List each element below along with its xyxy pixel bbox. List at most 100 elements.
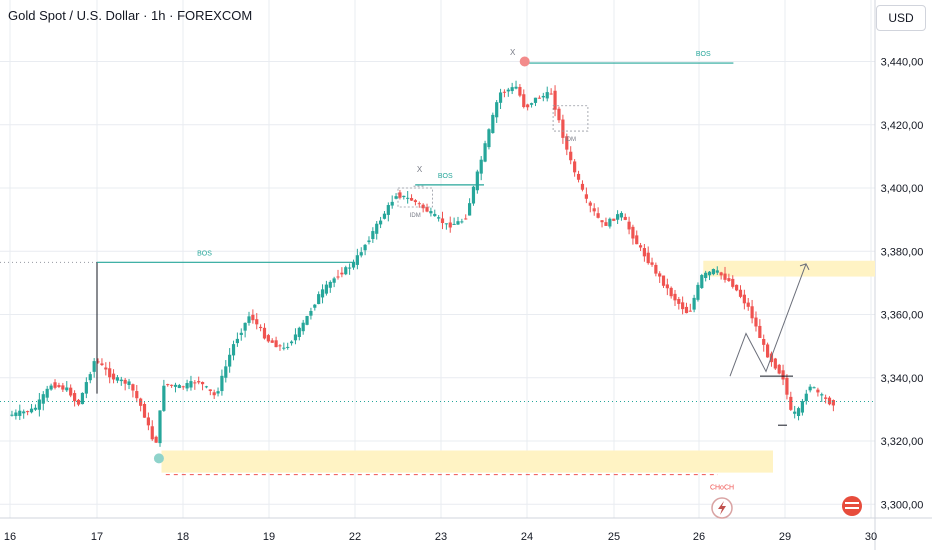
candle-body <box>239 332 243 335</box>
candle-body <box>612 218 616 221</box>
candle-body <box>220 375 224 392</box>
candle-body <box>297 327 301 337</box>
candle-body <box>723 273 727 280</box>
candle-body <box>72 393 77 402</box>
candle-body <box>61 385 65 390</box>
candle-body <box>317 294 321 305</box>
demand-zone <box>161 450 773 473</box>
candle-body <box>274 340 278 348</box>
x-tick-label: 22 <box>349 531 361 543</box>
candle-body <box>57 385 61 388</box>
candle-body <box>177 385 181 389</box>
candle-body <box>584 194 588 199</box>
candle-body <box>409 198 414 201</box>
candle-body <box>22 411 26 414</box>
candle-body <box>313 304 317 308</box>
candle-body <box>510 87 514 92</box>
candle-body <box>700 275 704 288</box>
candle-body <box>96 361 100 363</box>
candle-body <box>654 264 658 274</box>
candle-body <box>173 384 178 387</box>
candle-body <box>820 394 824 396</box>
candle-body <box>320 289 325 298</box>
candle-body <box>471 186 476 204</box>
candle-body <box>336 276 340 278</box>
candle-body <box>804 393 808 402</box>
candle-body <box>398 192 402 198</box>
candle-body <box>115 377 120 381</box>
candle-body <box>26 411 30 413</box>
candle-body <box>452 223 456 225</box>
candle-body <box>65 387 69 391</box>
candle-body <box>758 325 762 338</box>
x-tick-label: 30 <box>865 531 877 543</box>
candle-body <box>677 299 681 304</box>
candle-body <box>727 278 731 281</box>
idm-2-box <box>552 105 589 132</box>
candle-body <box>514 86 518 89</box>
candle-body <box>402 195 406 198</box>
x-tick-label: 18 <box>177 531 189 543</box>
candle-body <box>278 345 282 347</box>
candle-body <box>367 240 371 243</box>
candle-body <box>812 387 816 389</box>
candle-body <box>293 334 298 341</box>
candle-body <box>557 108 561 121</box>
bos-1-label: BOS <box>197 250 212 257</box>
candle-body <box>789 396 793 410</box>
y-tick-label: 3,440,00 <box>881 57 924 69</box>
candle-body <box>348 267 352 269</box>
candle-body <box>328 281 332 288</box>
candle-body <box>464 218 468 220</box>
candle-body <box>119 379 123 382</box>
candle-body <box>127 381 131 385</box>
candle-body <box>650 262 654 265</box>
candle-body <box>123 379 127 384</box>
candle-body <box>14 412 18 417</box>
candle-body <box>10 414 14 416</box>
candle-body <box>270 340 274 343</box>
candle-body <box>228 354 232 367</box>
candle-body <box>658 273 662 277</box>
candle-body <box>142 403 147 418</box>
x-tick-label: 19 <box>263 531 275 543</box>
candle-body <box>332 278 336 283</box>
candles-group <box>10 80 835 447</box>
candle-body <box>390 201 394 206</box>
projection-arrowhead <box>799 263 810 271</box>
candle-body <box>796 408 801 417</box>
candle-body <box>738 289 743 297</box>
candle-body <box>88 374 92 381</box>
candle-body <box>596 213 600 218</box>
candle-body <box>638 245 643 248</box>
y-tick-label: 3,400,00 <box>881 183 924 195</box>
candle-body <box>498 92 503 103</box>
y-tick-label: 3,300,00 <box>881 499 924 511</box>
candle-body <box>635 235 639 245</box>
candle-body <box>351 262 356 268</box>
candle-body <box>491 114 495 134</box>
candle-body <box>204 386 209 388</box>
candle-body <box>437 217 441 219</box>
candle-body <box>646 252 650 264</box>
candle-body <box>529 103 534 105</box>
candle-body <box>154 436 158 443</box>
candle-body <box>224 366 228 378</box>
candle-body <box>750 306 754 319</box>
candle-body <box>259 326 263 329</box>
y-tick-label: 3,380,00 <box>881 246 924 258</box>
candle-body <box>382 213 387 219</box>
candle-body <box>33 407 38 410</box>
candle-body <box>824 397 828 399</box>
x-tick-label: 29 <box>779 531 791 543</box>
candle-body <box>600 220 604 223</box>
candle-body <box>781 370 785 380</box>
candle-body <box>417 203 421 205</box>
candle-body <box>735 284 739 291</box>
candle-body <box>831 400 835 406</box>
candle-body <box>266 335 270 342</box>
currency-button[interactable]: USD <box>876 5 926 31</box>
candle-body <box>371 231 375 239</box>
candle-body <box>340 272 344 275</box>
